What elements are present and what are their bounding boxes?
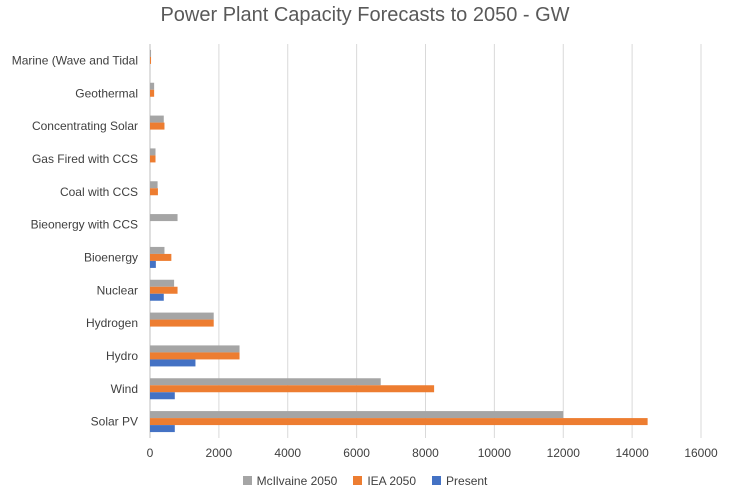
x-tick-label: 12000: [547, 446, 581, 460]
legend-label: IEA 2050: [367, 474, 417, 488]
category-label: Bioenergy: [84, 250, 138, 264]
x-tick-label: 0: [147, 446, 154, 460]
bar: [150, 385, 435, 393]
category-label: Marine (Wave and Tidal: [12, 53, 138, 67]
category-label: Wind: [111, 382, 138, 396]
bar: [150, 418, 648, 426]
category-label: Solar PV: [91, 415, 138, 429]
bar: [150, 319, 214, 327]
bar: [150, 425, 175, 433]
bar: [150, 359, 196, 367]
legend-label: McIlvaine 2050: [256, 474, 338, 488]
category-label: Hydro: [106, 349, 138, 363]
legend-swatch: [242, 476, 252, 486]
bar: [150, 181, 158, 189]
category-label: Nuclear: [97, 283, 138, 297]
bar: [150, 279, 175, 287]
chart-legend: McIlvaine 2050 IEA 2050 Present: [0, 474, 730, 488]
bar: [150, 286, 178, 294]
x-tick-label: 2000: [206, 446, 233, 460]
bar: [150, 49, 152, 57]
bar: [150, 345, 240, 353]
chart-title: Power Plant Capacity Forecasts to 2050 -…: [160, 4, 570, 26]
bar: [150, 56, 152, 64]
category-label: Geothermal: [75, 86, 138, 100]
category-label: Concentrating Solar: [32, 119, 138, 133]
bar: [150, 378, 381, 386]
x-tick-label: 4000: [274, 446, 301, 460]
bar: [150, 352, 240, 360]
bar: [150, 293, 164, 301]
bar: [150, 188, 158, 196]
legend-swatch: [432, 476, 442, 486]
legend-item: IEA 2050: [353, 474, 416, 488]
x-tick-label: 16000: [684, 446, 718, 460]
x-tick-label: 6000: [343, 446, 370, 460]
bar: [150, 411, 564, 419]
bar: [150, 82, 155, 90]
bar: [150, 260, 156, 268]
x-tick-label: 14000: [615, 446, 649, 460]
bar: [150, 392, 175, 400]
category-label: Hydrogen: [86, 316, 138, 330]
bar: [150, 148, 156, 156]
category-label: Bieonergy with CCS: [31, 218, 138, 232]
legend-label: Present: [446, 474, 488, 488]
bar: [150, 115, 164, 123]
legend-item: McIlvaine 2050: [242, 474, 338, 488]
bar: [150, 122, 165, 130]
x-tick-label: 10000: [478, 446, 512, 460]
bar: [150, 312, 214, 320]
legend-swatch: [353, 476, 363, 486]
x-tick-label: 8000: [412, 446, 439, 460]
bar: [150, 89, 155, 97]
legend-item: Present: [432, 474, 487, 488]
bar: [150, 246, 165, 254]
bar: [150, 214, 178, 222]
bar: [150, 253, 172, 261]
bar: [150, 155, 156, 163]
category-label: Coal with CCS: [60, 185, 138, 199]
category-label: Gas Fired with CCS: [32, 152, 138, 166]
